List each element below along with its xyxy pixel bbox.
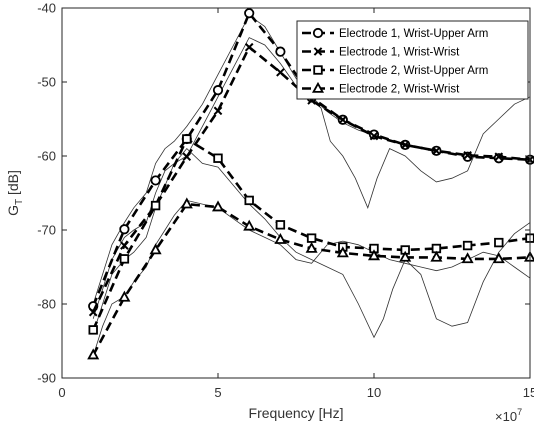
series-2-point [494, 152, 504, 162]
series-1-point [150, 175, 161, 186]
y-axis-label-unit: [dB] [5, 170, 21, 199]
series-4-point [180, 197, 193, 209]
series-4-point [243, 219, 256, 231]
series-3-point [494, 237, 504, 248]
series-4-point [274, 232, 287, 244]
series-3 [88, 134, 534, 335]
legend-entry: Electrode 2, Wrist-Wrist [302, 81, 460, 96]
series-2-point [182, 152, 192, 162]
series-3-point [88, 325, 98, 335]
series-2-point [88, 307, 98, 317]
y-tick-label: -60 [37, 149, 56, 164]
y-tick-label: -80 [37, 297, 56, 312]
series-line-3 [92, 137, 531, 331]
series-1-point [462, 151, 473, 162]
legend-label: Electrode 2, Wrist-Upper Arm [339, 65, 488, 77]
series-2-point [369, 131, 379, 141]
y-tick-label: -70 [37, 223, 56, 238]
series-1-point [244, 8, 255, 19]
legend-marker [312, 27, 324, 39]
x-tick-label: 15 [523, 385, 534, 400]
series-4-point [399, 250, 412, 262]
y-tick-label: -90 [37, 371, 56, 386]
x-axis-multiplier-exponent: 7 [517, 407, 522, 417]
series-2-point [276, 68, 285, 77]
x-tick-label: 10 [367, 385, 381, 400]
axis-ticks: 0 5 10 15 -90 -80 -70 -60 -50 -40 [37, 1, 534, 401]
legend-entry: Electrode 1, Wrist-Upper Arm [302, 27, 488, 40]
series-3-point [244, 195, 254, 206]
legend-marker [313, 47, 323, 56]
series-3-point [275, 220, 286, 230]
y-tick-label: -50 [37, 75, 56, 90]
series-4-point [87, 348, 100, 360]
legend-label: Electrode 2, Wrist-Wrist [339, 84, 460, 96]
legend-box [296, 20, 529, 100]
series-3-point [306, 233, 317, 243]
series-2-point [213, 106, 223, 116]
series-4-point [430, 250, 443, 262]
x-axis-multiplier: ×107 [495, 407, 522, 424]
series-4-point [492, 252, 505, 264]
series-4-point [211, 200, 225, 212]
series-4-point [336, 246, 349, 258]
series-4 [87, 197, 534, 360]
x-tick-label: 0 [58, 385, 65, 400]
legend: Electrode 1, Wrist-Upper Arm Electrode 1,… [296, 20, 529, 100]
series-3-point [119, 254, 130, 264]
series-2-point [244, 42, 254, 52]
legend-label: Electrode 1, Wrist-Wrist [339, 47, 460, 59]
y-axis-label-subscript: T [14, 199, 25, 205]
legend-marker [313, 65, 323, 75]
series-2-point [463, 150, 472, 160]
series-1-point [275, 46, 286, 57]
y-axis-label-main: G [5, 205, 21, 216]
series-2-point [338, 115, 348, 125]
legend-marker [311, 81, 325, 93]
x-axis-label: Frequency [Hz] [249, 405, 344, 421]
series-line-2 [92, 45, 531, 313]
series-3-point [462, 240, 473, 251]
series-4-point [305, 241, 318, 253]
series-4-point [149, 243, 162, 255]
legend-label: Electrode 1, Wrist-Upper Arm [339, 28, 488, 40]
reference-curve-3 [92, 148, 531, 339]
x-axis-multiplier-base: ×10 [495, 409, 517, 424]
series-2 [88, 42, 534, 317]
series-3-point [213, 153, 223, 163]
series-line-4 [92, 202, 531, 356]
series-4-point [461, 252, 474, 264]
legend-entry: Electrode 1, Wrist-Wrist [302, 47, 460, 59]
plot-frame [61, 7, 531, 379]
reference-curve-4 [92, 199, 531, 356]
series-4-point [118, 290, 131, 302]
series-2-point [432, 146, 441, 156]
series-3-point [182, 134, 192, 144]
y-tick-label: -40 [37, 1, 56, 16]
series-4-point [367, 249, 381, 261]
series-1-point [119, 224, 130, 235]
series-2-point [400, 140, 410, 150]
x-tick-label: 5 [214, 385, 221, 400]
series-1-point [212, 85, 224, 96]
y-axis-label: GT [dB] [5, 170, 25, 216]
series-2-point [120, 241, 129, 250]
series-3-point [150, 200, 161, 211]
legend-entry: Electrode 2, Wrist-Upper Arm [302, 65, 488, 77]
